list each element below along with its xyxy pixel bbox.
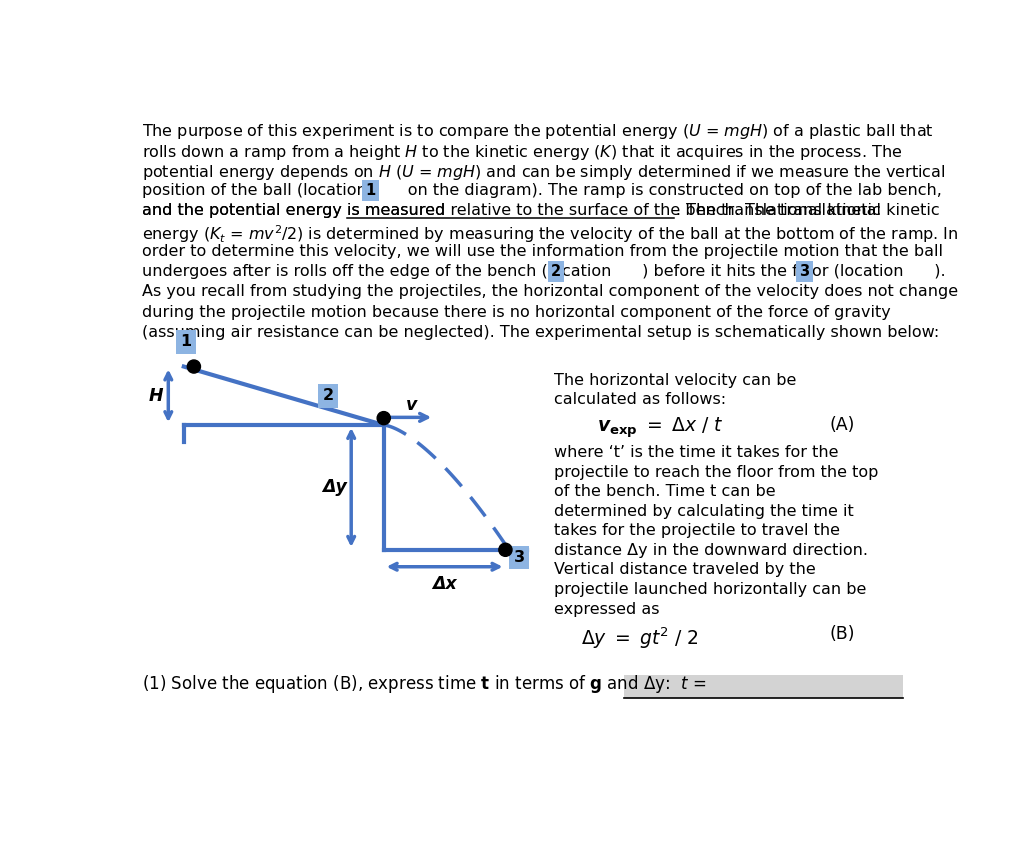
Text: Δy: Δy [322,478,346,496]
Text: Δx: Δx [432,574,457,593]
Text: and the potential energy is measured                                            : and the potential energy is measured [142,204,881,218]
Text: 1: 1 [366,183,376,198]
Text: The purpose of this experiment is to compare the potential energy ($U$ = $mgH$) : The purpose of this experiment is to com… [142,122,934,141]
Text: undergoes after is rolls off the edge of the bench (location      ) before it hi: undergoes after is rolls off the edge of… [142,264,945,280]
Text: potential energy depends on $H$ ($U$ = $mgH$) and can be simply determined if we: potential energy depends on $H$ ($U$ = $… [142,163,945,182]
Text: (1) Solve the equation (B), express time $\mathbf{t}$ in terms of $\mathbf{g}$ a: (1) Solve the equation (B), express time… [142,673,707,695]
Circle shape [187,360,201,373]
Text: $\bfit{v}$$_\mathbf{exp}$ $=$ $\Delta x$ $/$ $t$: $\bfit{v}$$_\mathbf{exp}$ $=$ $\Delta x$… [597,416,724,440]
Text: $\it{\Delta y}$ $=$ $\it{gt}$$^2$ $\it{/}$ $\it{2}$: $\it{\Delta y}$ $=$ $\it{gt}$$^2$ $\it{/… [582,625,698,651]
Text: The horizontal velocity can be
calculated as follows:: The horizontal velocity can be calculate… [554,372,797,407]
Text: position of the ball (location        on the diagram). The ramp is constructed o: position of the ball (location on the di… [142,183,942,198]
Text: where ‘t’ is the time it takes for the
projectile to reach the floor from the to: where ‘t’ is the time it takes for the p… [554,445,879,617]
Text: 2: 2 [551,264,561,279]
Text: As you recall from studying the projectiles, the horizontal component of the vel: As you recall from studying the projecti… [142,285,958,299]
Text: and the potential energy is measured relative to the surface of the bench. The t: and the potential energy is measured rel… [142,204,940,218]
Text: (B): (B) [829,625,855,643]
Text: H: H [148,387,163,405]
Text: (A): (A) [829,416,855,433]
Text: 3: 3 [514,550,525,565]
Bar [624,674,903,697]
Text: rolls down a ramp from a height $H$ to the kinetic energy ($K$) that it acquires: rolls down a ramp from a height $H$ to t… [142,143,902,162]
Text: v: v [406,396,417,414]
Text: 3: 3 [800,264,810,279]
Text: (assuming air resistance can be neglected). The experimental setup is schematica: (assuming air resistance can be neglecte… [142,325,939,340]
Circle shape [499,544,512,556]
Text: 1: 1 [180,335,191,349]
Text: during the projectile motion because there is no horizontal component of the for: during the projectile motion because the… [142,304,891,320]
Circle shape [377,412,390,425]
Text: order to determine this velocity, we will use the information from the projectil: order to determine this velocity, we wil… [142,244,943,259]
Text: energy ($K_t$ = $mv^2$/2) is determined by measuring the velocity of the ball at: energy ($K_t$ = $mv^2$/2) is determined … [142,224,958,245]
Text: 2: 2 [323,389,334,403]
